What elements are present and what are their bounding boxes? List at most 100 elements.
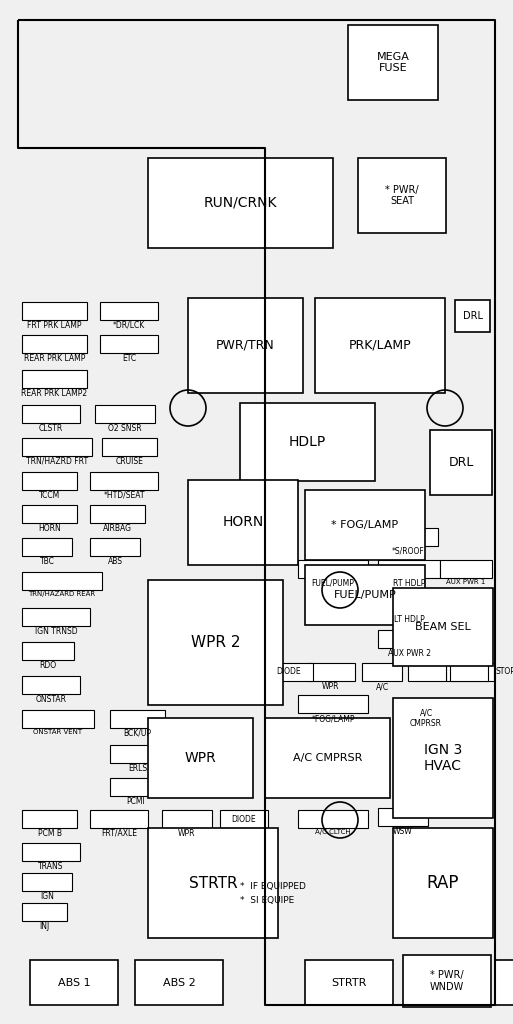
Text: DIODE: DIODE xyxy=(232,814,256,823)
Bar xyxy=(22,538,72,556)
Text: A/C: A/C xyxy=(376,682,388,691)
Bar xyxy=(188,298,303,393)
Text: HORN: HORN xyxy=(38,524,61,534)
Bar xyxy=(430,430,492,495)
Text: DRL: DRL xyxy=(463,311,483,321)
Text: ABS 2: ABS 2 xyxy=(163,978,195,987)
Bar xyxy=(305,961,393,1005)
Text: *  SI EQUIPE: * SI EQUIPE xyxy=(240,896,294,905)
Text: BCK/UP: BCK/UP xyxy=(124,729,151,738)
Text: WPR: WPR xyxy=(185,751,216,765)
Bar xyxy=(22,608,90,626)
Text: PCM B: PCM B xyxy=(37,829,62,838)
Text: *FOG/LAMP: *FOG/LAMP xyxy=(311,714,355,723)
Text: FRT PRK LAMP: FRT PRK LAMP xyxy=(27,321,82,330)
Bar xyxy=(148,718,253,798)
Bar xyxy=(403,955,491,1007)
Text: TBC: TBC xyxy=(40,557,54,566)
Text: BEAM SEL: BEAM SEL xyxy=(415,622,471,632)
Bar xyxy=(378,630,440,648)
Bar xyxy=(22,505,77,523)
Text: IGN TRNSD: IGN TRNSD xyxy=(35,627,77,636)
Text: FRT/AXLE: FRT/AXLE xyxy=(101,829,137,838)
Text: DIODE: DIODE xyxy=(277,668,301,677)
Bar xyxy=(358,158,446,233)
Bar xyxy=(95,406,155,423)
Text: *S/ROOF: *S/ROOF xyxy=(391,547,424,556)
Bar xyxy=(378,560,440,578)
Bar xyxy=(110,745,165,763)
Text: RAP: RAP xyxy=(427,874,459,892)
Bar xyxy=(100,302,158,319)
Text: WPR: WPR xyxy=(178,829,196,838)
Text: WPR 2: WPR 2 xyxy=(191,635,240,650)
Text: * PWR/
SEAT: * PWR/ SEAT xyxy=(385,184,419,206)
Bar xyxy=(90,472,158,490)
Bar xyxy=(378,528,438,546)
Text: AUX PWR 1: AUX PWR 1 xyxy=(446,579,486,585)
Bar xyxy=(22,335,87,353)
Text: STRTR: STRTR xyxy=(189,876,238,891)
Bar xyxy=(162,810,212,828)
Text: INJ: INJ xyxy=(40,922,50,931)
Text: ABS: ABS xyxy=(108,557,123,566)
Bar xyxy=(298,560,368,578)
Bar xyxy=(90,810,148,828)
Bar xyxy=(90,538,140,556)
Text: MEGA
FUSE: MEGA FUSE xyxy=(377,51,409,74)
Text: O2 SNSR: O2 SNSR xyxy=(108,424,142,433)
Bar xyxy=(455,300,490,332)
Text: REAR PRK LAMP: REAR PRK LAMP xyxy=(24,354,85,362)
Text: LT HDLP: LT HDLP xyxy=(393,615,424,624)
Bar xyxy=(148,580,283,705)
Bar xyxy=(22,810,77,828)
Text: RT HDLP: RT HDLP xyxy=(393,579,425,588)
Text: REAR PRK LAMP2: REAR PRK LAMP2 xyxy=(22,389,88,398)
Text: ETC: ETC xyxy=(122,354,136,362)
Text: * FOG/LAMP: * FOG/LAMP xyxy=(331,520,399,530)
Text: FUEL/PUMP: FUEL/PUMP xyxy=(333,590,397,600)
Text: RDO: RDO xyxy=(40,662,56,670)
Bar xyxy=(110,710,165,728)
Text: WPR: WPR xyxy=(322,682,340,691)
Bar xyxy=(240,403,375,481)
Bar xyxy=(305,490,425,560)
Bar xyxy=(110,778,162,796)
Bar xyxy=(378,596,440,614)
Text: PCMI: PCMI xyxy=(127,797,145,806)
Text: *  IF EQUIPPED: * IF EQUIPPED xyxy=(240,882,306,891)
Text: TRANS: TRANS xyxy=(38,862,64,871)
Bar xyxy=(393,698,493,818)
Bar xyxy=(22,873,72,891)
Bar xyxy=(90,505,145,523)
Text: ERLS: ERLS xyxy=(128,764,147,773)
Text: DRL: DRL xyxy=(448,456,473,469)
Bar xyxy=(148,828,278,938)
Bar xyxy=(450,663,488,681)
Bar xyxy=(378,808,428,826)
Bar xyxy=(148,158,333,248)
Bar xyxy=(22,710,94,728)
Bar xyxy=(22,302,87,319)
Text: ONSTAR VENT: ONSTAR VENT xyxy=(33,729,83,735)
Text: ABS 1: ABS 1 xyxy=(57,978,90,987)
Text: IGN 3
HVAC: IGN 3 HVAC xyxy=(424,742,462,773)
Bar xyxy=(393,828,493,938)
Bar xyxy=(22,676,80,694)
Bar xyxy=(446,663,494,681)
Text: ONSTAR: ONSTAR xyxy=(35,695,67,705)
Bar xyxy=(22,472,77,490)
Text: * PWR/
WNDW: * PWR/ WNDW xyxy=(430,970,464,992)
Bar xyxy=(22,438,92,456)
Text: IGN: IGN xyxy=(40,892,54,901)
Bar xyxy=(298,810,368,828)
Bar xyxy=(22,370,87,388)
Text: AUX PWR 2: AUX PWR 2 xyxy=(387,649,430,658)
Text: PRK/LAMP: PRK/LAMP xyxy=(349,339,411,352)
Text: STRTR: STRTR xyxy=(331,978,367,987)
Text: CRUISE: CRUISE xyxy=(115,457,144,466)
Text: CLSTR: CLSTR xyxy=(39,424,63,433)
Bar xyxy=(100,335,158,353)
Bar xyxy=(188,480,298,565)
Text: WSW: WSW xyxy=(393,827,413,836)
